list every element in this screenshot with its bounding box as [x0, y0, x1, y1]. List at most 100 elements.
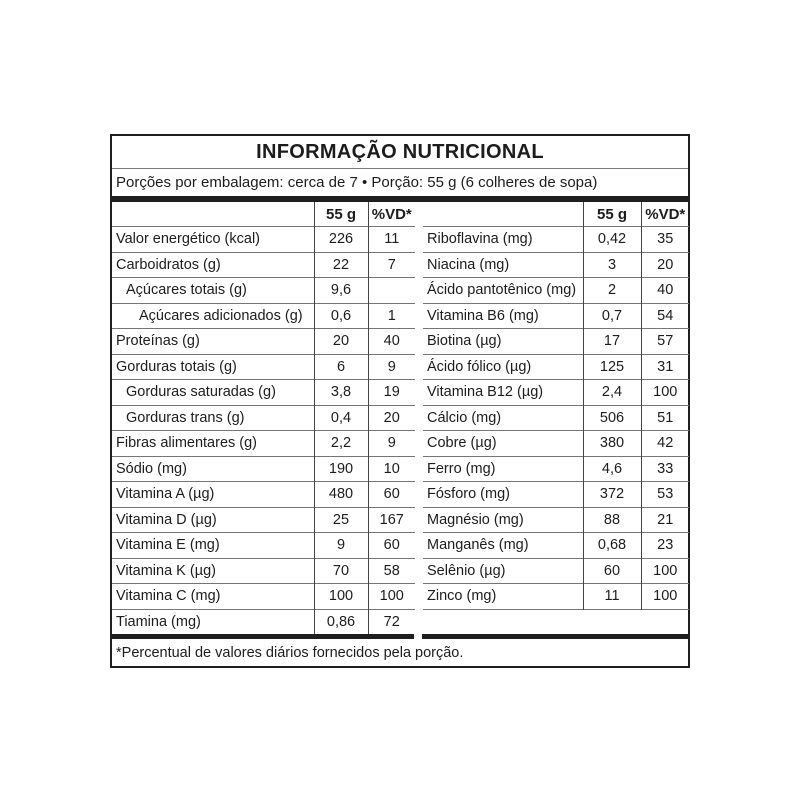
dv-column-header: %VD* [640, 202, 689, 227]
dv-value: 33 [640, 456, 689, 482]
nutrient-label: Gorduras saturadas (g) [126, 384, 276, 401]
table-row: Ferro (mg) 4,6 33 [423, 456, 689, 482]
table-row: Carboidratos (g) 22 7 [112, 252, 415, 278]
nutrition-label-title: INFORMAÇÃO NUTRICIONAL [256, 141, 544, 163]
nutrient-label: Gorduras trans (g) [126, 409, 245, 426]
dv-value: 35 [640, 226, 689, 252]
dv-value: 31 [640, 354, 689, 380]
daily-value-footnote: *Percentual de valores diários fornecido… [116, 645, 464, 661]
table-row: Açúcares totais (g) 9,6 [112, 277, 415, 303]
table-row: Tiamina (mg) 0,86 72 [112, 609, 415, 634]
amount-value: 70 [313, 558, 368, 584]
nutrient-label: Fósforo (mg) [427, 486, 510, 503]
table-row: Ácido pantotênico (mg) 2 40 [423, 277, 689, 303]
dv-value: 7 [367, 252, 415, 278]
table-row: Biotina (µg) 17 57 [423, 328, 689, 354]
nutrient-label: Fibras alimentares (g) [116, 435, 258, 452]
dv-value: 1 [367, 303, 415, 329]
amount-value: 11 [582, 583, 641, 609]
nutrient-column-header [423, 202, 583, 227]
table-row: Cobre (µg) 380 42 [423, 430, 689, 456]
table-row: Vitamina C (mg) 100 100 [112, 583, 415, 609]
nutrient-label: Riboflavina (mg) [427, 231, 533, 248]
nutrient-label: Gorduras totais (g) [116, 358, 237, 375]
dv-value: 58 [367, 558, 415, 584]
table-row: Fósforo (mg) 372 53 [423, 481, 689, 507]
dv-value: 60 [367, 532, 415, 558]
nutrition-label-box: INFORMAÇÃO NUTRICIONAL Porções por embal… [110, 134, 690, 668]
dv-value: 72 [367, 609, 415, 634]
amount-value: 0,42 [582, 226, 641, 252]
amount-value: 100 [313, 583, 368, 609]
amount-value: 0,6 [313, 303, 368, 329]
dv-value: 100 [640, 583, 689, 609]
nutrient-label: Vitamina E (mg) [116, 537, 220, 554]
dv-value: 9 [367, 354, 415, 380]
nutrient-label: Ácido pantotênico (mg) [427, 282, 577, 299]
amount-value: 0,7 [582, 303, 641, 329]
amount-value: 88 [582, 507, 641, 533]
servings-info-line: Porções por embalagem: cerca de 7 • Porç… [116, 174, 598, 191]
thick-divider-top [112, 196, 688, 202]
nutrient-label: Zinco (mg) [427, 588, 497, 605]
amount-value: 372 [582, 481, 641, 507]
table-row: Gorduras totais (g) 6 9 [112, 354, 415, 380]
amount-value: 25 [313, 507, 368, 533]
nutrient-label: Vitamina B6 (mg) [427, 307, 539, 324]
amount-column-header: 55 g [313, 202, 368, 227]
table-row: Vitamina K (µg) 70 58 [112, 558, 415, 584]
amount-value: 190 [313, 456, 368, 482]
nutrient-label: Vitamina K (µg) [116, 562, 216, 579]
thick-divider-bottom-right [422, 634, 688, 639]
nutrient-label: Proteínas (g) [116, 333, 200, 350]
table-row: Cálcio (mg) 506 51 [423, 405, 689, 431]
nutrient-label: Ácido fólico (µg) [427, 358, 532, 375]
dv-value: 20 [640, 252, 689, 278]
amount-value: 4,6 [582, 456, 641, 482]
table-row: Niacina (mg) 3 20 [423, 252, 689, 278]
dv-value: 10 [367, 456, 415, 482]
nutrient-label: Sódio (mg) [116, 460, 187, 477]
amount-value: 9 [313, 532, 368, 558]
nutrient-label: Vitamina C (mg) [116, 588, 221, 605]
dv-value: 42 [640, 430, 689, 456]
table-row: Açúcares adicionados (g) 0,6 1 [112, 303, 415, 329]
table-header-row: 55 g %VD* [423, 202, 689, 227]
dv-value: 100 [640, 379, 689, 405]
table-row: Valor energético (kcal) 226 11 [112, 226, 415, 252]
dv-value: 11 [367, 226, 415, 252]
dv-value: 23 [640, 532, 689, 558]
nutrient-label: Açúcares adicionados (g) [139, 307, 303, 324]
table-row: Selênio (µg) 60 100 [423, 558, 689, 584]
nutrient-label: Cobre (µg) [427, 435, 497, 452]
amount-value: 9,6 [313, 277, 368, 303]
amount-value: 506 [582, 405, 641, 431]
nutrition-tables: 55 g %VD* Valor energético (kcal) 226 11 Ca… [112, 202, 689, 634]
dv-value: 19 [367, 379, 415, 405]
amount-value: 3 [582, 252, 641, 278]
table-row: Zinco (mg) 11 100 [423, 583, 689, 609]
dv-value: 40 [640, 277, 689, 303]
amount-value: 2,4 [582, 379, 641, 405]
amount-value: 60 [582, 558, 641, 584]
amount-value: 20 [313, 328, 368, 354]
table-row: Riboflavina (mg) 0,42 35 [423, 226, 689, 252]
table-row: Magnésio (mg) 88 21 [423, 507, 689, 533]
amount-value: 2,2 [313, 430, 368, 456]
nutrient-column-header [112, 202, 314, 227]
nutrient-label: Cálcio (mg) [427, 409, 502, 426]
table-header-row: 55 g %VD* [112, 202, 415, 227]
table-row: Gorduras saturadas (g) 3,8 19 [112, 379, 415, 405]
amount-value: 0,68 [582, 532, 641, 558]
nutrient-label: Valor energético (kcal) [116, 231, 260, 248]
amount-value: 480 [313, 481, 368, 507]
nutrient-label: Vitamina D (µg) [116, 511, 217, 528]
dv-value: 100 [367, 583, 415, 609]
dv-value: 9 [367, 430, 415, 456]
nutrient-label: Ferro (mg) [427, 460, 496, 477]
table-row: Vitamina B6 (mg) 0,7 54 [423, 303, 689, 329]
dv-value: 21 [640, 507, 689, 533]
dv-value [367, 277, 415, 303]
nutrient-label: Tiamina (mg) [116, 613, 201, 630]
